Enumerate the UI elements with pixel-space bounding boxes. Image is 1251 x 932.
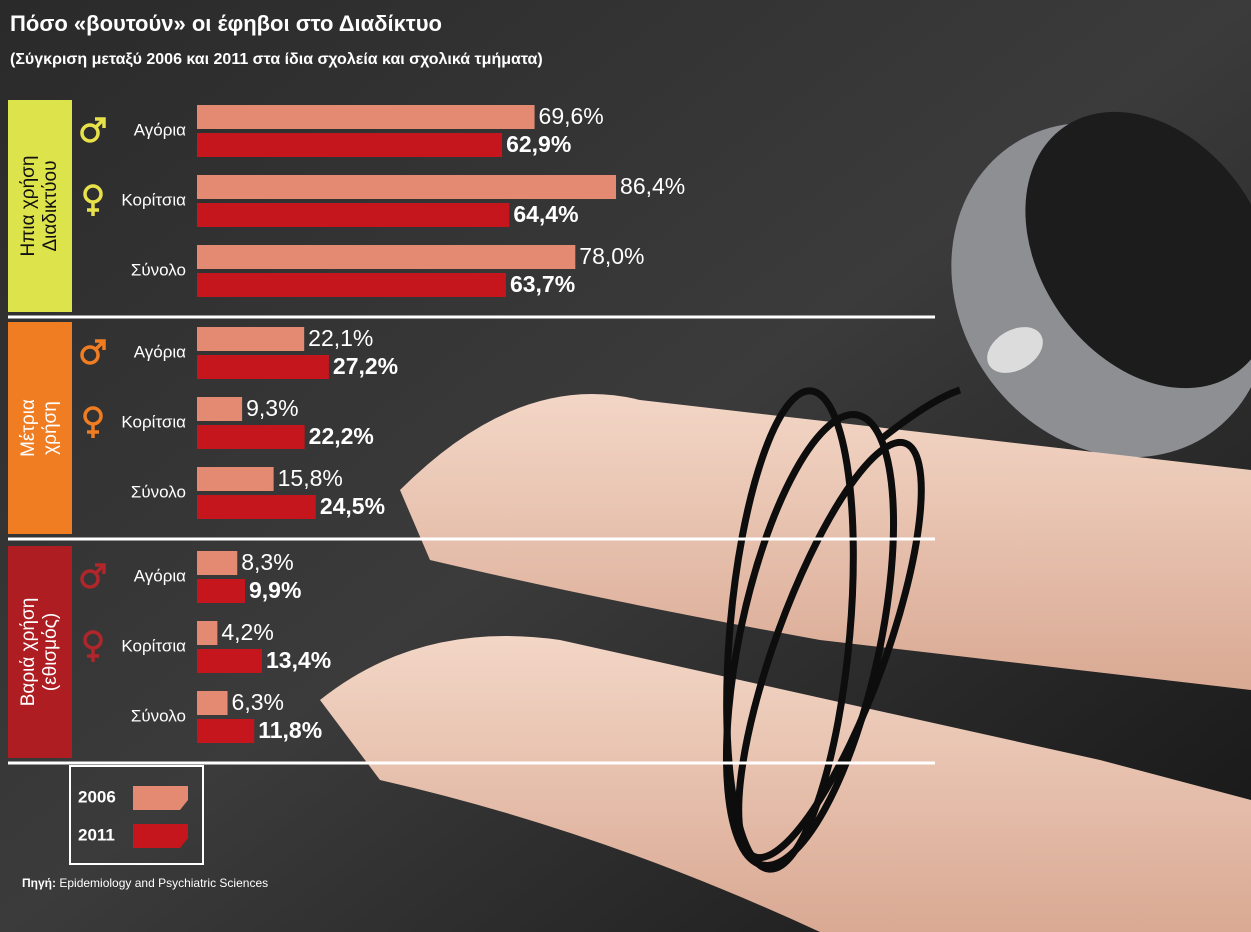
bar	[197, 691, 228, 715]
legend-label: 2011	[78, 825, 115, 844]
group-label-line: Ηπια χρήση	[18, 156, 39, 257]
category-label: Σύνολο	[131, 706, 186, 725]
bar	[197, 133, 503, 157]
category-label: Κορίτσια	[121, 636, 186, 655]
female-symbol	[83, 406, 103, 438]
category-label: Αγόρια	[134, 120, 186, 139]
symbol-ring	[80, 345, 100, 365]
legend-box	[69, 765, 204, 865]
value-label: 64,4%	[513, 201, 578, 227]
female-symbol	[83, 184, 103, 216]
group-label: Ηπια χρήσηΔιαδικτύου	[18, 156, 61, 257]
value-label: 11,8%	[258, 717, 322, 743]
symbol-arrow	[94, 563, 106, 575]
group-panel	[8, 546, 72, 758]
group-label-line: Διαδικτύου	[40, 160, 61, 251]
bar	[197, 551, 238, 575]
symbol-ring	[80, 569, 100, 589]
chart-title: Πόσο «βουτούν» οι έφηβοι στο Διαδίκτυο	[10, 11, 442, 36]
bar	[197, 495, 316, 519]
male-symbol	[80, 339, 106, 365]
group-panel	[8, 100, 72, 312]
photo-decoration	[320, 111, 1251, 932]
bar	[197, 397, 243, 421]
group-label-line: χρήση	[40, 401, 61, 455]
chart-subtitle: (Σύγκριση μεταξύ 2006 και 2011 στα ίδια …	[10, 51, 543, 68]
value-label: 9,3%	[246, 395, 298, 421]
symbol-cross	[87, 424, 99, 438]
value-label: 4,2%	[221, 619, 273, 645]
symbol-cross	[87, 648, 99, 662]
group-label-line: (εθισμός)	[40, 613, 61, 691]
legend-swatch	[133, 786, 188, 810]
value-label: 15,8%	[278, 465, 343, 491]
symbol-arrow	[94, 117, 106, 129]
value-label: 9,9%	[249, 577, 301, 603]
bar	[197, 175, 617, 199]
group-panel	[8, 322, 72, 534]
group-label: Βαριά χρήση(εθισμός)	[18, 598, 61, 707]
value-label: 24,5%	[320, 493, 385, 519]
source-text: Epidemiology and Psychiatric Sciences	[59, 876, 268, 890]
value-label: 8,3%	[241, 549, 293, 575]
category-label: Κορίτσια	[121, 190, 186, 209]
value-label: 22,2%	[309, 423, 374, 449]
value-label: 13,4%	[266, 647, 331, 673]
symbol-cross	[87, 202, 99, 216]
bar	[197, 273, 506, 297]
legend-swatch	[133, 824, 188, 848]
bar	[197, 245, 576, 269]
group-label: Μέτριαχρήση	[18, 399, 61, 457]
female-symbol	[83, 630, 103, 662]
symbol-arrow	[94, 339, 106, 351]
bar	[197, 105, 535, 129]
group-label-line: Μέτρια	[18, 399, 39, 457]
bar	[197, 203, 510, 227]
bar	[197, 621, 218, 645]
male-symbol	[80, 117, 106, 143]
symbol-ring	[80, 123, 100, 143]
legend-label: 2006	[78, 787, 116, 806]
bar	[197, 579, 246, 603]
bar	[197, 355, 329, 379]
value-label: 78,0%	[579, 243, 644, 269]
male-symbol	[80, 563, 106, 589]
source-label: Πηγή:	[22, 876, 56, 890]
category-label: Αγόρια	[134, 342, 186, 361]
group-label-line: Βαριά χρήση	[18, 598, 39, 707]
value-label: 62,9%	[506, 131, 571, 157]
value-label: 22,1%	[308, 325, 373, 351]
source: Πηγή: Epidemiology and Psychiatric Scien…	[22, 876, 268, 890]
bar	[197, 719, 255, 743]
category-label: Σύνολο	[131, 260, 186, 279]
value-label: 86,4%	[620, 173, 685, 199]
bar	[197, 327, 305, 351]
category-label: Αγόρια	[134, 566, 186, 585]
value-label: 27,2%	[333, 353, 398, 379]
category-label: Σύνολο	[131, 482, 186, 501]
bar	[197, 649, 262, 673]
value-label: 69,6%	[539, 103, 604, 129]
value-label: 6,3%	[232, 689, 284, 715]
bar	[197, 467, 274, 491]
value-label: 63,7%	[510, 271, 575, 297]
bar	[197, 425, 305, 449]
category-label: Κορίτσια	[121, 412, 186, 431]
